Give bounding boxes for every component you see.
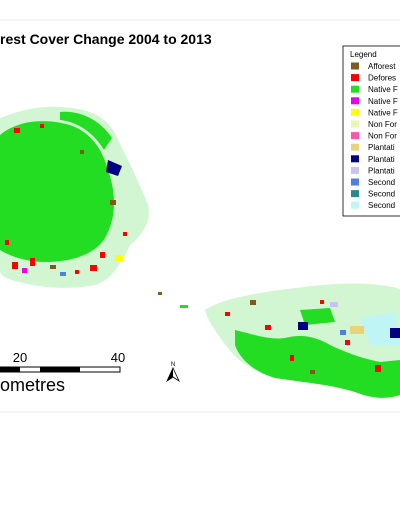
- legend-swatch: [351, 85, 359, 93]
- native-forest-area: [0, 121, 114, 262]
- legend-label: Defores: [368, 74, 396, 83]
- native-forest-area: [300, 308, 335, 325]
- legend-swatch: [351, 201, 359, 209]
- legend-swatch: [351, 62, 359, 70]
- legend-label: Plantati: [368, 143, 395, 152]
- scale-label: 20: [13, 350, 27, 365]
- islet: [158, 292, 162, 295]
- native-forest-area: [60, 111, 112, 150]
- legend-swatch: [351, 74, 359, 82]
- scale-bar-segment: [0, 367, 20, 372]
- right-island: [205, 283, 400, 398]
- misc-patches: [22, 150, 123, 276]
- legend-label: Second: [368, 201, 395, 210]
- legend-label: Native F: [368, 85, 398, 94]
- scale-label: 40: [111, 350, 125, 365]
- islet: [180, 305, 188, 308]
- legend-swatch: [351, 155, 359, 163]
- deforestation-patches: [5, 124, 127, 274]
- native-forest-area: [235, 330, 400, 398]
- legend-label: Second: [368, 190, 395, 199]
- legend-swatch: [351, 143, 359, 151]
- legend-swatch: [351, 166, 359, 174]
- legend-label: Native F: [368, 97, 398, 106]
- legend-label: Plantati: [368, 166, 395, 175]
- plantation-patch: [106, 160, 122, 176]
- legend-swatch: [351, 120, 359, 128]
- map-title: rest Cover Change 2004 to 2013: [0, 31, 212, 47]
- left-island: [0, 106, 188, 308]
- legend-label: Non For: [368, 120, 397, 129]
- legend-label: Native F: [368, 108, 398, 117]
- north-label: N: [171, 362, 175, 368]
- north-arrow: N: [166, 362, 180, 383]
- legend-label: Plantati: [368, 155, 395, 164]
- legend: Legend Afforest Defores Native F Native F Na…: [342, 45, 400, 217]
- legend-swatch: [351, 190, 359, 198]
- scale-bar: 20 40 ometres: [0, 350, 125, 395]
- scale-unit: ometres: [0, 375, 65, 395]
- legend-title: Legend: [350, 50, 377, 59]
- legend-swatch: [351, 108, 359, 116]
- misc-patches: [250, 300, 400, 374]
- legend-label: Non For: [368, 132, 397, 141]
- scale-bar-segment: [40, 367, 80, 372]
- north-arrow-fill: [167, 368, 173, 381]
- legend-label: Afforest: [368, 62, 396, 71]
- deforestation-patches: [225, 300, 381, 372]
- legend-swatch: [351, 178, 359, 186]
- legend-swatch: [351, 97, 359, 105]
- legend-swatch: [351, 132, 359, 140]
- legend-label: Second: [368, 178, 395, 187]
